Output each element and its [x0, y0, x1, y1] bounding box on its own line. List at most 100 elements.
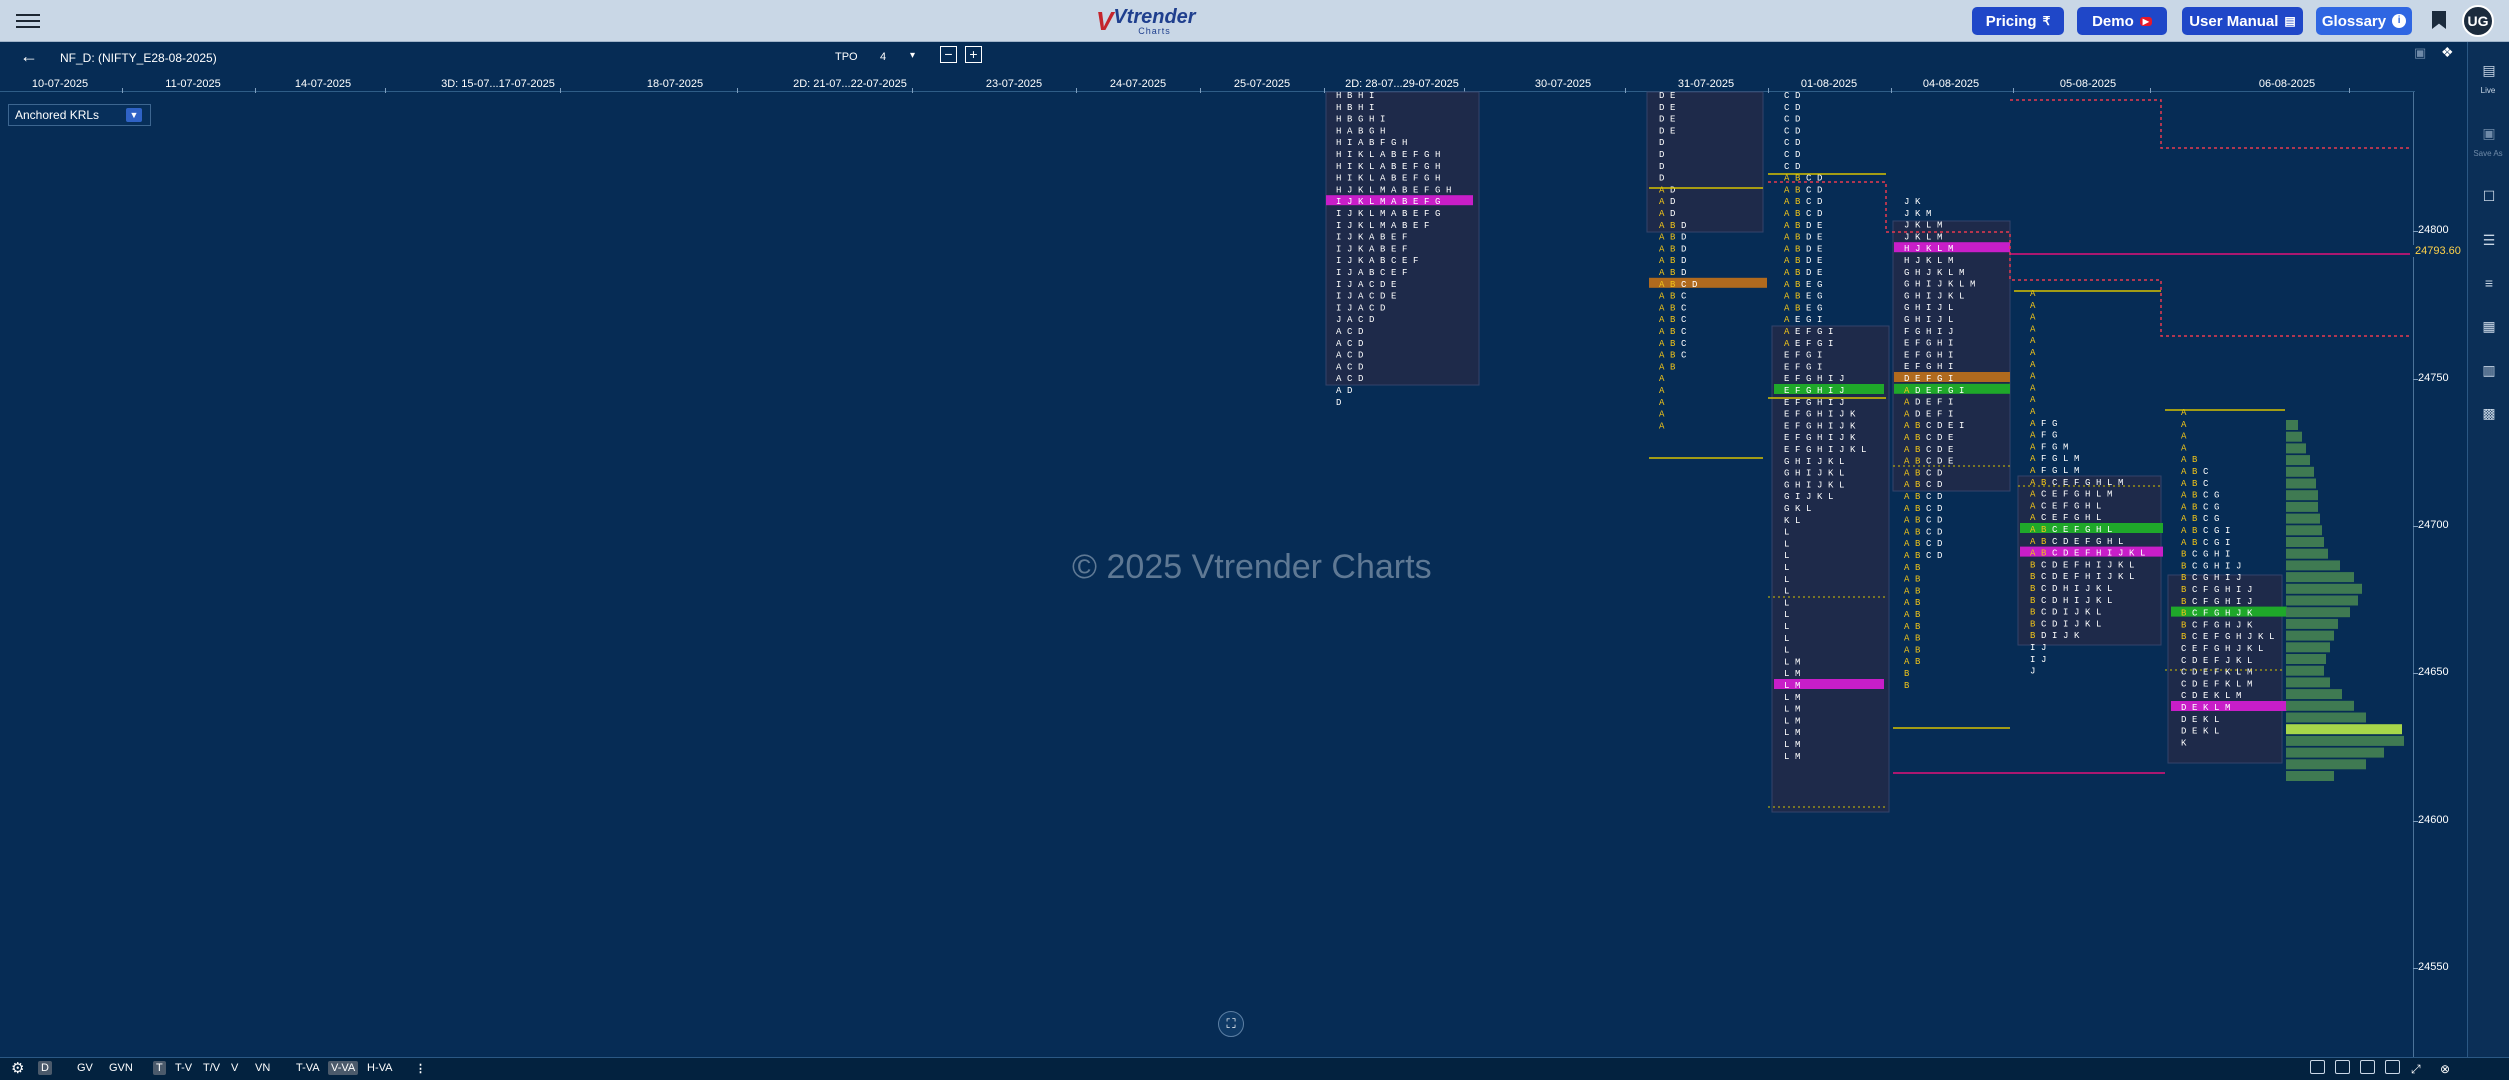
lines-icon[interactable]: ≡: [2484, 275, 2494, 291]
tpo-letter: E: [1926, 386, 1931, 396]
tpo-letter: D: [1795, 103, 1800, 113]
tpo-letter: B: [1670, 327, 1676, 337]
tpo-letter: I: [1948, 350, 1953, 360]
bookmark-icon[interactable]: [2432, 11, 2446, 29]
tpo-letter: L: [1784, 669, 1789, 679]
mode-t-va-button[interactable]: T-VA: [296, 1062, 320, 1074]
user-manual-button[interactable]: User Manual ▤: [2182, 7, 2303, 35]
tpo-letter: G: [1806, 433, 1811, 443]
tpo-letter: M: [1937, 221, 1942, 231]
pricing-button[interactable]: Pricing ₹: [1972, 7, 2064, 35]
mode-t-button[interactable]: T: [153, 1061, 166, 1075]
tpo-letter: G: [1806, 445, 1811, 455]
tpo-letter: B: [1402, 209, 1408, 219]
hamburger-menu-icon[interactable]: [16, 10, 40, 30]
grid-icon[interactable]: ▦: [2482, 318, 2496, 334]
tpo-letter: K: [1358, 197, 1364, 207]
date-axis-label: 18-07-2025: [646, 78, 704, 90]
tpo-letter: L: [2096, 619, 2101, 629]
back-arrow-icon[interactable]: ←: [20, 46, 38, 66]
live-label: Live: [2480, 86, 2496, 95]
tpo-letter: A: [1391, 221, 1397, 231]
tpo-letter: L: [2214, 727, 2219, 737]
anchored-krls-select[interactable]: Anchored KRLs ▼: [8, 104, 151, 126]
line-chart-icon[interactable]: [2335, 1060, 2350, 1074]
tpo-letter: G: [1391, 138, 1396, 148]
mode-v-va-button[interactable]: V-VA: [328, 1061, 359, 1075]
tpo-letter: D: [2041, 631, 2046, 641]
square-icon[interactable]: ☐: [2482, 188, 2496, 204]
tpo-letter: D: [1795, 126, 1800, 136]
fullscreen-icon[interactable]: ⛶: [1218, 1011, 1244, 1037]
mode-t-slash-v-button[interactable]: T/V: [203, 1062, 221, 1074]
tpo-size-select[interactable]: 4: [880, 51, 887, 63]
layout-icon[interactable]: ▩: [2482, 405, 2496, 421]
bookmark-add-icon[interactable]: ❖: [2441, 44, 2454, 60]
tpo-letter: L: [2096, 490, 2101, 500]
tpo-letter: C: [1806, 209, 1812, 219]
tpo-letter: E: [1806, 280, 1811, 290]
profile-box: [1325, 91, 1480, 386]
chevron-down-icon[interactable]: ▾: [910, 50, 916, 61]
table-view-icon[interactable]: [2310, 1060, 2325, 1074]
save-icon[interactable]: ▣: [2482, 125, 2496, 141]
mode-gvn-button[interactable]: GVN: [109, 1062, 133, 1074]
tpo-letter: H: [1904, 256, 1909, 266]
tpo-letter: H: [1915, 280, 1920, 290]
tpo-letter: A: [1347, 126, 1353, 136]
mode-t-v-button[interactable]: T-V: [175, 1062, 193, 1074]
list-icon[interactable]: ☰: [2482, 232, 2496, 248]
tpo-letter: M: [2247, 668, 2252, 678]
tpo-letter: E: [1806, 303, 1811, 313]
close-icon[interactable]: ⊗: [2440, 1062, 2451, 1076]
tpo-letter: J: [1347, 292, 1352, 302]
expand-icon[interactable]: ⤢: [2411, 1062, 2421, 1076]
settings-gear-icon[interactable]: ⚙: [11, 1060, 25, 1077]
tpo-letter: E: [1817, 256, 1822, 266]
tpo-letter: B: [1380, 256, 1386, 266]
tpo-letter: C: [1784, 115, 1790, 125]
screenshot-icon[interactable]: [2360, 1060, 2375, 1074]
tpo-letter: M: [2236, 691, 2241, 701]
tpo-letter: D: [1659, 91, 1664, 101]
tpo-letter: A: [2030, 301, 2036, 311]
tpo-letter: A: [1784, 280, 1790, 290]
demo-button[interactable]: Demo ▶: [2077, 7, 2167, 35]
tpo-letter: D: [1817, 209, 1822, 219]
zoom-out-button[interactable]: −: [940, 46, 957, 63]
panel-icon[interactable]: [2385, 1060, 2400, 1074]
save-icon[interactable]: ▣: [2414, 45, 2427, 60]
mode-h-va-button[interactable]: H-VA: [367, 1062, 393, 1074]
chevron-down-icon[interactable]: ▼: [126, 108, 142, 122]
mode-vn-button[interactable]: VN: [255, 1062, 271, 1074]
columns-icon[interactable]: ▥: [2482, 362, 2496, 378]
tpo-letter: M: [1959, 268, 1964, 278]
tpo-letter: E: [1784, 362, 1789, 372]
glossary-button[interactable]: Glossary i: [2316, 7, 2412, 35]
more-options-icon[interactable]: ⋮: [415, 1063, 426, 1075]
mode-v-button[interactable]: V: [231, 1062, 239, 1074]
tpo-letter: B: [1391, 150, 1397, 160]
vtrender-logo[interactable]: V Vtrender Charts: [1096, 5, 1196, 37]
tpo-letter: D: [1817, 197, 1822, 207]
tpo-letter: G: [1806, 315, 1811, 325]
tpo-letter: A: [1904, 398, 1910, 408]
tpo-letter: H: [2214, 561, 2219, 571]
user-avatar[interactable]: UG: [2462, 5, 2494, 37]
tpo-letter: F: [2041, 454, 2046, 464]
mode-d-button[interactable]: D: [38, 1061, 52, 1075]
date-axis-tick: [2150, 88, 2151, 93]
date-axis-tick: [1768, 88, 1769, 93]
volume-profile-bar: [2286, 630, 2334, 641]
bottom-toolbar: [0, 1057, 2509, 1080]
tpo-letter: L: [1369, 174, 1374, 184]
mode-gv-button[interactable]: GV: [77, 1062, 93, 1074]
tpo-letter: C: [1681, 339, 1687, 349]
tpo-letter: F: [2063, 513, 2068, 523]
tpo-letter: F: [2214, 632, 2219, 642]
profile-highlight-row: [2020, 546, 2163, 557]
tpo-letter: H: [1369, 115, 1374, 125]
zoom-in-button[interactable]: +: [965, 46, 982, 63]
document-icon[interactable]: ▤: [2482, 62, 2496, 78]
